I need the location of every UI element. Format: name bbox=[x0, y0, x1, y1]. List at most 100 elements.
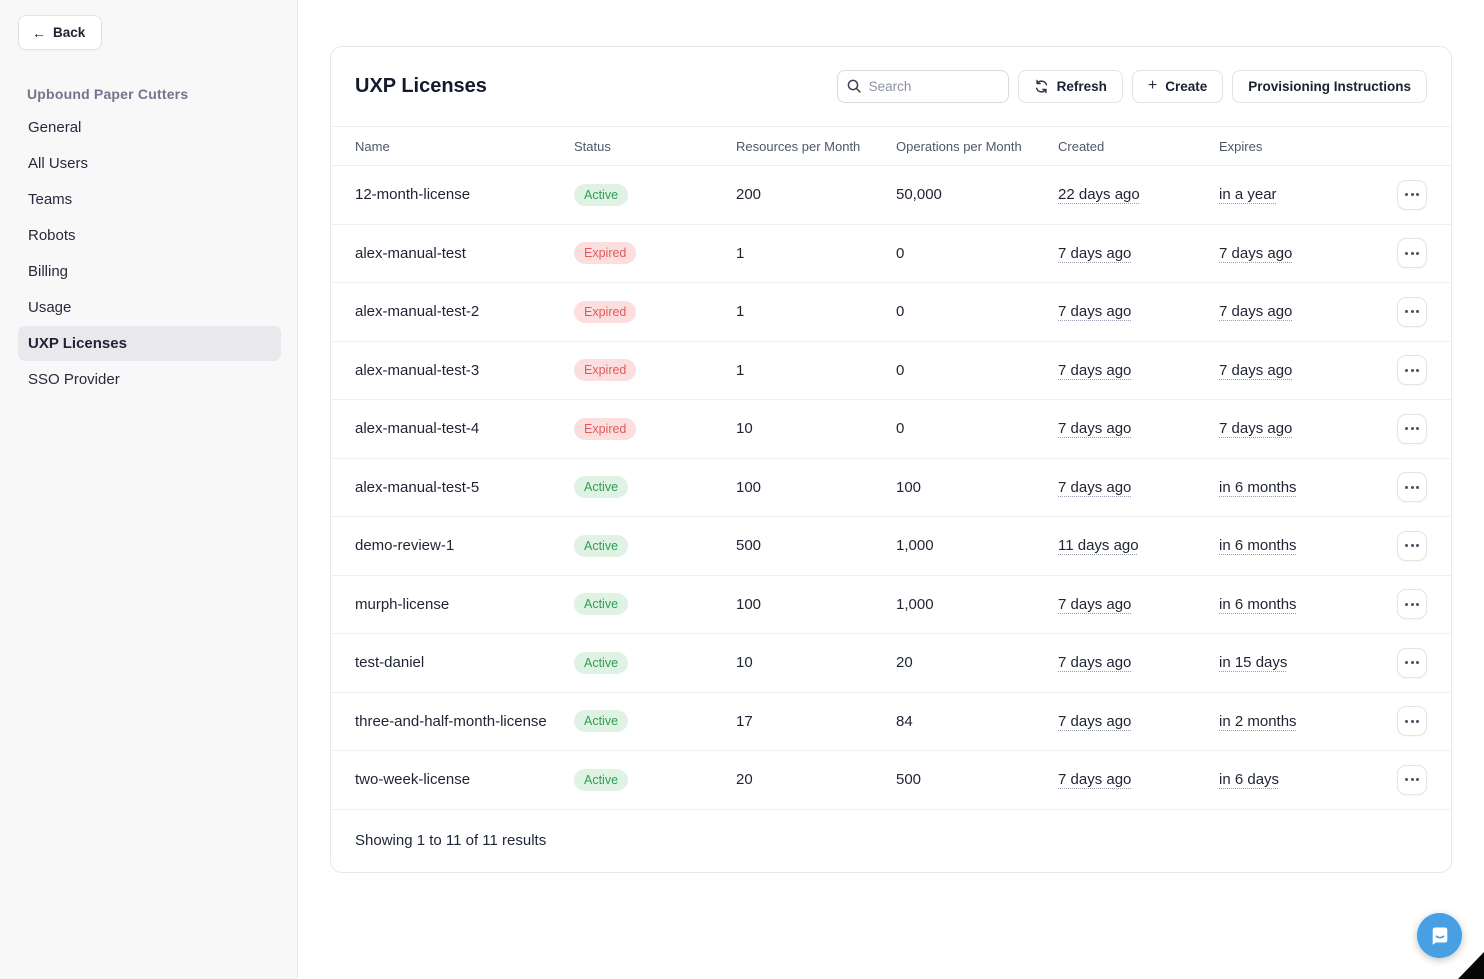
created-value: 7 days ago bbox=[1058, 244, 1132, 262]
created-value: 22 days ago bbox=[1058, 186, 1140, 204]
sidebar-item-general[interactable]: General bbox=[28, 119, 82, 136]
license-status-cell: Active bbox=[574, 476, 736, 499]
table-row: murph-license Active 100 1,000 7 days ago in … bbox=[331, 576, 1451, 634]
row-menu-button[interactable] bbox=[1397, 706, 1427, 737]
operations-per-month: 0 bbox=[896, 361, 905, 379]
license-name: test-daniel bbox=[355, 654, 425, 672]
created-cell: 7 days ago bbox=[1058, 362, 1219, 379]
row-menu-button[interactable] bbox=[1397, 764, 1427, 795]
ellipsis-icon bbox=[1405, 310, 1408, 314]
row-menu-button[interactable] bbox=[1397, 238, 1427, 269]
ellipsis-icon bbox=[1416, 602, 1419, 606]
created-cell: 7 days ago bbox=[1058, 420, 1219, 437]
created-value: 11 days ago bbox=[1058, 537, 1139, 555]
ellipsis-icon bbox=[1416, 368, 1419, 372]
sidebar-item-sso-provider[interactable]: SSO Provider bbox=[28, 371, 120, 388]
license-name: two-week-license bbox=[355, 771, 471, 789]
operations-per-month: 50,000 bbox=[896, 186, 942, 204]
create-button[interactable]: + Create bbox=[1131, 70, 1224, 103]
operations-per-month: 1,000 bbox=[896, 537, 934, 555]
chat-launcher-button[interactable] bbox=[1417, 913, 1462, 958]
resources-per-month: 10 bbox=[736, 420, 753, 438]
sidebar-item-usage[interactable]: Usage bbox=[28, 299, 72, 316]
search-wrap bbox=[836, 70, 1009, 103]
created-cell: 7 days ago bbox=[1058, 771, 1219, 788]
row-actions-cell bbox=[1387, 530, 1427, 561]
sidebar-item-uxp-licenses[interactable]: UXP Licenses bbox=[18, 326, 281, 361]
created-cell: 22 days ago bbox=[1058, 186, 1219, 203]
expires-cell: in 6 months bbox=[1219, 479, 1387, 496]
expires-value: 7 days ago bbox=[1219, 303, 1293, 321]
status-badge: Expired bbox=[574, 417, 637, 440]
expires-cell: in 15 days bbox=[1219, 654, 1387, 671]
column-header-resources-per-month: Resources per Month bbox=[736, 138, 861, 154]
ellipsis-icon bbox=[1416, 193, 1419, 197]
license-status-cell: Expired bbox=[574, 242, 736, 265]
resources-per-month: 1 bbox=[736, 303, 745, 321]
refresh-label: Refresh bbox=[1056, 79, 1107, 94]
created-value: 7 days ago bbox=[1058, 595, 1132, 613]
row-actions-cell bbox=[1387, 413, 1427, 444]
table-row: alex-manual-test-4 Expired 10 0 7 days ago 7 … bbox=[331, 400, 1451, 459]
expires-value: in 6 days bbox=[1219, 771, 1280, 789]
resources-per-month: 1 bbox=[736, 361, 745, 379]
created-cell: 7 days ago bbox=[1058, 245, 1219, 262]
row-menu-button[interactable] bbox=[1397, 472, 1427, 503]
status-badge: Expired bbox=[574, 359, 637, 382]
ellipsis-icon bbox=[1410, 602, 1414, 606]
row-menu-button[interactable] bbox=[1397, 589, 1427, 620]
sidebar-item-robots[interactable]: Robots bbox=[28, 227, 76, 244]
back-button[interactable]: ← Back bbox=[18, 15, 103, 50]
create-label: Create bbox=[1165, 79, 1208, 94]
ellipsis-icon bbox=[1416, 661, 1419, 665]
table-row: two-week-license Active 20 500 7 days ago in … bbox=[331, 751, 1451, 810]
expires-cell: 7 days ago bbox=[1219, 303, 1387, 320]
sidebar-item-billing[interactable]: Billing bbox=[28, 263, 69, 280]
column-header-name: Name bbox=[355, 138, 390, 154]
provisioning-instructions-button[interactable]: Provisioning Instructions bbox=[1232, 70, 1427, 103]
status-badge: Active bbox=[574, 710, 629, 733]
license-name: 12-month-license bbox=[355, 186, 471, 204]
row-actions-cell bbox=[1387, 238, 1427, 269]
sidebar-nav: General All Users Teams Robots Billing Usage U… bbox=[18, 110, 281, 397]
ellipsis-icon bbox=[1416, 310, 1419, 314]
refresh-icon bbox=[1035, 79, 1047, 94]
row-menu-button[interactable] bbox=[1397, 179, 1427, 210]
created-value: 7 days ago bbox=[1058, 361, 1132, 379]
row-menu-button[interactable] bbox=[1397, 530, 1427, 561]
licenses-card: UXP Licenses Refresh bbox=[330, 46, 1452, 873]
license-status-cell: Active bbox=[574, 768, 736, 791]
table-row: test-daniel Active 10 20 7 days ago in 15 day… bbox=[331, 634, 1451, 693]
ellipsis-icon bbox=[1405, 368, 1408, 372]
sidebar-item-teams[interactable]: Teams bbox=[28, 191, 73, 208]
row-menu-button[interactable] bbox=[1397, 355, 1427, 386]
resources-per-month: 100 bbox=[736, 478, 762, 496]
row-menu-button[interactable] bbox=[1397, 413, 1427, 444]
refresh-button[interactable]: Refresh bbox=[1017, 70, 1123, 103]
expires-cell: 7 days ago bbox=[1219, 245, 1387, 262]
operations-per-month: 500 bbox=[896, 771, 922, 789]
ellipsis-icon bbox=[1416, 544, 1419, 548]
created-value: 7 days ago bbox=[1058, 771, 1132, 789]
org-name: Upbound Paper Cutters bbox=[27, 86, 189, 102]
ellipsis-icon bbox=[1410, 719, 1414, 723]
created-cell: 11 days ago bbox=[1058, 537, 1219, 554]
created-cell: 7 days ago bbox=[1058, 654, 1219, 671]
ellipsis-icon bbox=[1405, 193, 1408, 197]
operations-per-month: 100 bbox=[896, 478, 922, 496]
ellipsis-icon bbox=[1410, 661, 1414, 665]
expires-value: in 6 months bbox=[1219, 595, 1297, 613]
ellipsis-icon bbox=[1405, 251, 1408, 255]
ellipsis-icon bbox=[1405, 427, 1408, 431]
expires-cell: in a year bbox=[1219, 186, 1387, 203]
sidebar-item-all-users[interactable]: All Users bbox=[28, 155, 89, 172]
mouse-cursor bbox=[1458, 952, 1484, 979]
operations-per-month: 84 bbox=[896, 712, 913, 730]
row-menu-button[interactable] bbox=[1397, 647, 1427, 678]
ellipsis-icon bbox=[1410, 251, 1414, 255]
operations-per-month: 0 bbox=[896, 420, 905, 438]
row-menu-button[interactable] bbox=[1397, 296, 1427, 327]
expires-cell: in 6 months bbox=[1219, 537, 1387, 554]
status-badge: Expired bbox=[574, 242, 637, 265]
search-input[interactable] bbox=[836, 70, 1009, 103]
